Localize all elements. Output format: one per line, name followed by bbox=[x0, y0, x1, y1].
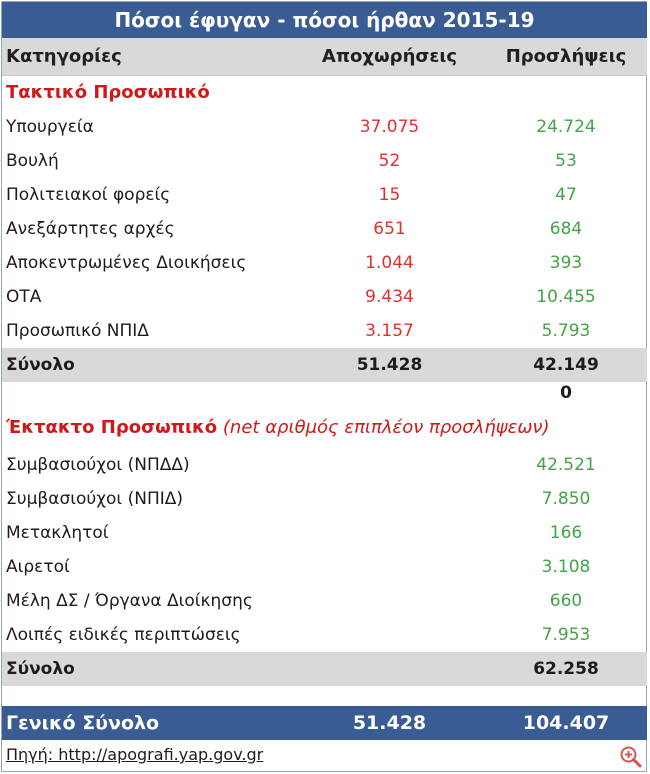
temporary-total-label: Σύνολο bbox=[6, 659, 75, 679]
section-temporary-note: (net αριθμός επιπλέον προσλήψεων) bbox=[222, 417, 550, 438]
row-hires: 3.108 bbox=[541, 557, 591, 577]
grand-total-hires: 104.407 bbox=[522, 712, 610, 734]
row-departures: 52 bbox=[378, 151, 401, 171]
table-row: Μετακλητοί 166 bbox=[2, 516, 647, 550]
table-row: Προσωπικό ΝΠΙΔ 3.157 5.793 bbox=[2, 314, 647, 348]
table-row: Ανεξάρτητες αρχές 651 684 bbox=[2, 212, 647, 246]
regular-total-row: Σύνολο 51.428 42.149 bbox=[2, 348, 647, 382]
row-label: Συμβασιούχοι (ΝΠΔΔ) bbox=[6, 455, 190, 475]
row-hires: 24.724 bbox=[536, 117, 596, 137]
table-row: Λοιπές ειδικές περιπτώσεις 7.953 bbox=[2, 618, 647, 652]
table-row: Συμβασιούχοι (ΝΠΙΔ) 7.850 bbox=[2, 482, 647, 516]
row-departures: 1.044 bbox=[365, 253, 414, 273]
row-label: Λοιπές ειδικές περιπτώσεις bbox=[6, 625, 241, 645]
source-link[interactable]: Πηγή: http://apografi.yap.gov.gr bbox=[6, 745, 264, 764]
table-row: Αποκεντρωμένες Διοικήσεις 1.044 393 bbox=[2, 246, 647, 280]
row-label: Αποκεντρωμένες Διοικήσεις bbox=[6, 253, 247, 273]
section-regular-heading-row: Τακτικό Προσωπικό bbox=[2, 76, 647, 110]
table-row: Αιρετοί 3.108 bbox=[2, 550, 647, 584]
row-departures: 15 bbox=[378, 185, 401, 205]
table-title: Πόσοι έφυγαν - πόσοι ήρθαν 2015-19 bbox=[2, 2, 647, 38]
table-row: Μέλη ΔΣ / Όργανα Διοίκησης 660 bbox=[2, 584, 647, 618]
header-categories: Κατηγορίες bbox=[6, 46, 122, 67]
row-hires: 660 bbox=[549, 591, 583, 611]
header-departures: Αποχωρήσεις bbox=[321, 46, 458, 67]
temporary-total-row: Σύνολο 62.258 bbox=[2, 652, 647, 686]
row-label: Μετακλητοί bbox=[6, 523, 109, 543]
row-label: Μέλη ΔΣ / Όργανα Διοίκησης bbox=[6, 591, 253, 611]
row-hires: 393 bbox=[549, 253, 583, 273]
row-hires: 10.455 bbox=[536, 287, 596, 307]
row-hires: 684 bbox=[549, 219, 583, 239]
section-regular-heading: Τακτικό Προσωπικό bbox=[6, 82, 210, 103]
regular-total-label: Σύνολο bbox=[6, 355, 75, 375]
row-departures: 37.075 bbox=[359, 117, 420, 137]
row-label: Υπουργεία bbox=[6, 117, 94, 137]
row-hires: 42.521 bbox=[536, 455, 596, 475]
row-hires: 47 bbox=[555, 185, 577, 205]
row-departures: 651 bbox=[373, 219, 406, 239]
section-temporary-heading-row: Έκτακτο Προσωπικό (net αριθμός επιπλέον … bbox=[2, 410, 647, 446]
row-hires: 7.850 bbox=[541, 489, 591, 509]
row-label: Πολιτειακοί φορείς bbox=[6, 185, 171, 205]
grand-total-departures: 51.428 bbox=[352, 712, 427, 734]
temporary-total-hires: 62.258 bbox=[533, 659, 599, 679]
header-hires: Προσλήψεις bbox=[505, 46, 627, 67]
row-label: ΟΤΑ bbox=[6, 287, 42, 307]
row-hires: 53 bbox=[555, 151, 577, 171]
row-label: Προσωπικό ΝΠΙΔ bbox=[6, 321, 149, 341]
table-header: Κατηγορίες Αποχωρήσεις Προσλήψεις bbox=[2, 38, 647, 76]
row-label: Βουλή bbox=[6, 151, 59, 171]
grand-total-row: Γενικό Σύνολο 51.428 104.407 bbox=[2, 706, 647, 740]
table-row: Βουλή 52 53 bbox=[2, 144, 647, 178]
section-temporary-heading: Έκτακτο Προσωπικό bbox=[6, 417, 218, 438]
row-label: Αιρετοί bbox=[6, 557, 70, 577]
row-departures: 3.157 bbox=[365, 321, 414, 341]
table-row: Πολιτειακοί φορείς 15 47 bbox=[2, 178, 647, 212]
row-label: Συμβασιούχοι (ΝΠΙΔ) bbox=[6, 489, 183, 509]
regular-total-hires: 42.149 bbox=[533, 355, 599, 375]
row-departures: 9.434 bbox=[365, 287, 414, 307]
row-hires: 7.953 bbox=[541, 625, 591, 645]
table-row: Συμβασιούχοι (ΝΠΔΔ) 42.521 bbox=[2, 448, 647, 482]
grand-total-label: Γενικό Σύνολο bbox=[6, 712, 160, 734]
zero-value: 0 bbox=[560, 383, 572, 403]
zoom-in-icon[interactable] bbox=[618, 744, 644, 770]
regular-total-departures: 51.428 bbox=[356, 355, 423, 375]
table-row: ΟΤΑ 9.434 10.455 bbox=[2, 280, 647, 314]
row-hires: 5.793 bbox=[541, 321, 591, 341]
row-label: Ανεξάρτητες αρχές bbox=[6, 219, 175, 239]
table-row: Υπουργεία 37.075 24.724 bbox=[2, 110, 647, 144]
zero-row: 0 bbox=[2, 378, 647, 408]
row-hires: 166 bbox=[549, 523, 583, 543]
